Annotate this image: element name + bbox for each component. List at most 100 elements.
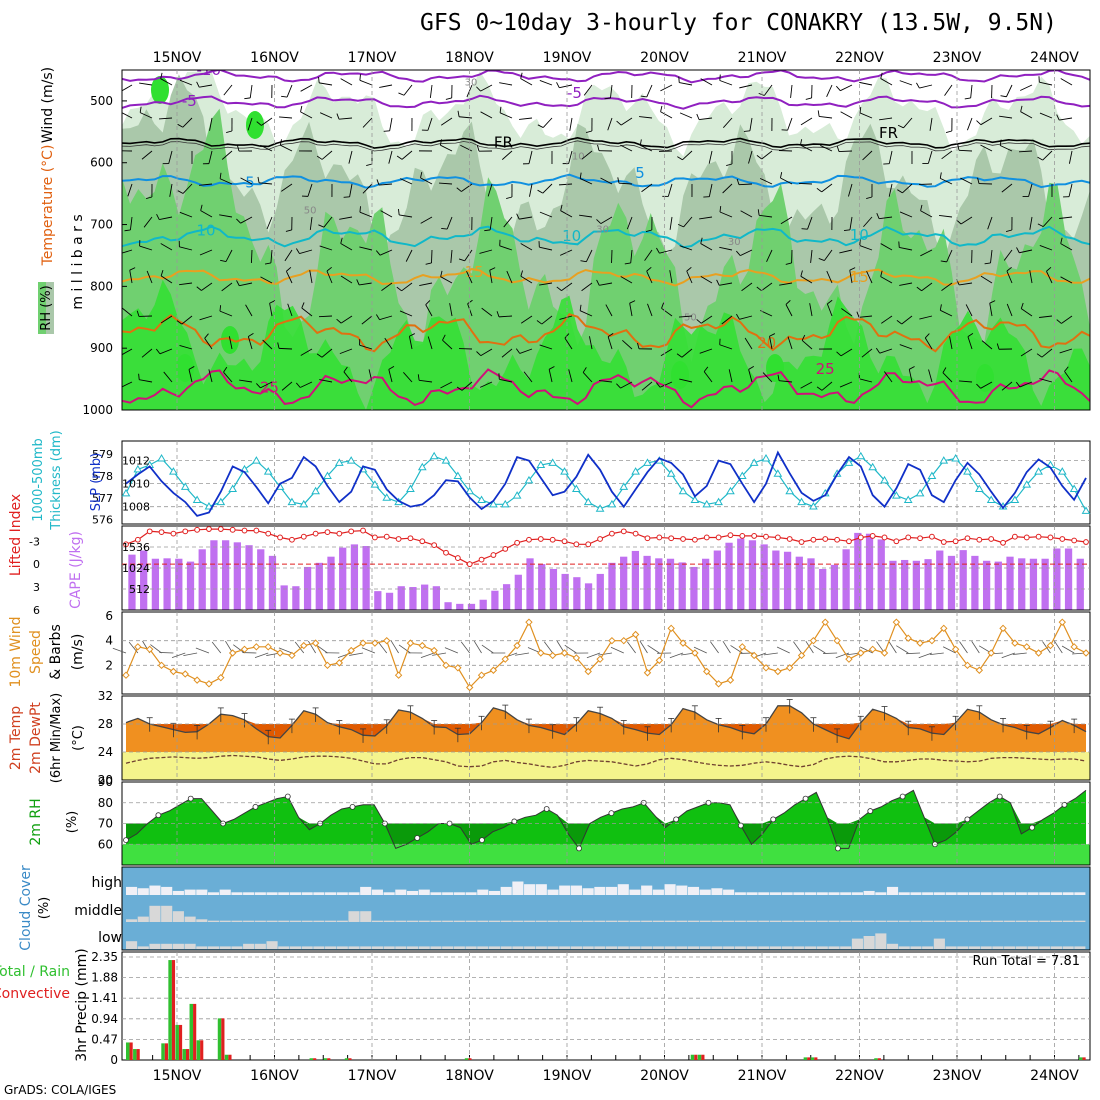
- wind-barb: [949, 336, 953, 350]
- wind-speed-point: [868, 645, 877, 654]
- cloud-bar: [336, 920, 348, 922]
- wind-barb: [921, 282, 933, 292]
- lifted-index-point: [158, 529, 165, 536]
- wind-barb: [607, 117, 613, 131]
- cloud-bar: [231, 946, 243, 949]
- cape-bar: [865, 533, 874, 610]
- slp-line: [125, 450, 1087, 517]
- precip-bar-total: [464, 1058, 469, 1060]
- temperature-contour-label: FR: [879, 124, 898, 142]
- wind-barb: [669, 216, 673, 230]
- cape-bar: [163, 558, 171, 610]
- cloud-bar: [641, 920, 653, 922]
- wind-barb-flag: [696, 319, 702, 324]
- wind-barb: [639, 116, 653, 119]
- wind-barb: [800, 144, 813, 152]
- rh-contour-label: 50: [684, 312, 697, 323]
- lifted-index-point: [241, 527, 248, 534]
- wind-barb: [188, 369, 193, 383]
- thickness-point: [607, 499, 617, 508]
- wind-barb-flag: [537, 124, 544, 128]
- y-tick-label-cape: 1024: [122, 562, 150, 575]
- cloud-bar: [898, 946, 910, 949]
- thickness-point: [429, 451, 439, 460]
- wind-barb: [139, 112, 153, 119]
- wind-speed-point: [217, 673, 225, 682]
- lifted-index-point: [857, 534, 864, 541]
- wind-speed-point: [300, 641, 308, 650]
- lifted-index-point: [490, 552, 497, 558]
- wind-barb: [539, 246, 553, 251]
- x-tick-label-bottom: 22NOV: [835, 1068, 884, 1084]
- cloud-bar: [500, 886, 512, 895]
- wind-barb: [461, 183, 473, 192]
- wind-barb: [967, 117, 973, 131]
- rh-blob: [766, 354, 784, 382]
- wind-barb: [908, 369, 913, 383]
- cloud-bar: [126, 886, 138, 895]
- lifted-index-point: [324, 529, 331, 536]
- wind-barb: [139, 379, 153, 383]
- wind-barb-flag: [236, 145, 240, 152]
- wind-barb-flag: [818, 258, 825, 261]
- thickness-point: [690, 495, 700, 503]
- cloud-bar: [559, 885, 571, 895]
- lifted-index-point: [1011, 533, 1018, 540]
- wind-barb: [749, 117, 753, 131]
- wind-barb-flag: [359, 206, 361, 213]
- wind-barb-flag: [849, 267, 856, 271]
- wind-barb: [965, 304, 973, 317]
- wind-barb: [479, 381, 493, 388]
- wind-barb: [699, 348, 713, 354]
- wind-barb: [1019, 249, 1033, 254]
- cloud-bar: [1039, 892, 1051, 895]
- wind-speed-point: [406, 639, 415, 647]
- cape-bar: [280, 585, 288, 610]
- wind-barb-flag: [200, 204, 203, 211]
- wind-barb: [464, 249, 473, 262]
- cloud-bar: [1074, 920, 1086, 922]
- cloud-bar: [535, 884, 547, 895]
- wind-barb: [281, 183, 293, 192]
- wind-barb: [427, 336, 433, 350]
- wind-barb: [129, 216, 133, 230]
- wind-barb: [763, 84, 773, 96]
- wind-barb: [990, 249, 993, 263]
- wind-barb: [279, 116, 293, 119]
- wind-barb-flag: [155, 348, 161, 355]
- lifted-index-point: [289, 536, 295, 543]
- wind-barb: [321, 348, 333, 358]
- wind-barb-flag: [726, 163, 733, 167]
- thickness-point: [512, 491, 522, 499]
- wind-barb-flag: [582, 367, 587, 373]
- x-tick-label-top: 21NOV: [738, 50, 787, 66]
- wind-barb-flag: [769, 333, 776, 337]
- wind-barb: [440, 144, 453, 152]
- wind-barb: [899, 344, 913, 350]
- wind-barb: [708, 150, 713, 164]
- wind-barb: [179, 211, 193, 218]
- wind-barb: [179, 344, 193, 350]
- lifted-index-point: [632, 530, 639, 537]
- wind-barb: [581, 150, 593, 160]
- cape-label: CAPE (J/kg): [68, 531, 84, 609]
- wind-barb: [208, 150, 213, 164]
- rh2-point: [155, 812, 162, 819]
- precip-bar-convective: [171, 960, 176, 1060]
- wind-barb: [528, 150, 533, 164]
- wind-barb-flag: [1000, 95, 1007, 98]
- thickness-point: [370, 480, 380, 488]
- wind-barb: [480, 84, 493, 92]
- cape-bar: [362, 546, 370, 610]
- cloud-bar: [360, 886, 372, 895]
- surface-wind-barb: [361, 647, 376, 654]
- wind-barb: [580, 178, 593, 185]
- lifted-index-point: [822, 536, 829, 542]
- cloud-bar: [734, 946, 746, 949]
- lifted-index-point: [668, 535, 675, 542]
- wind-barb: [564, 337, 573, 350]
- wind-barb-flag: [388, 366, 395, 370]
- cape-bar: [561, 573, 569, 610]
- wind-barb: [380, 210, 393, 218]
- cloud-bar: [746, 892, 758, 895]
